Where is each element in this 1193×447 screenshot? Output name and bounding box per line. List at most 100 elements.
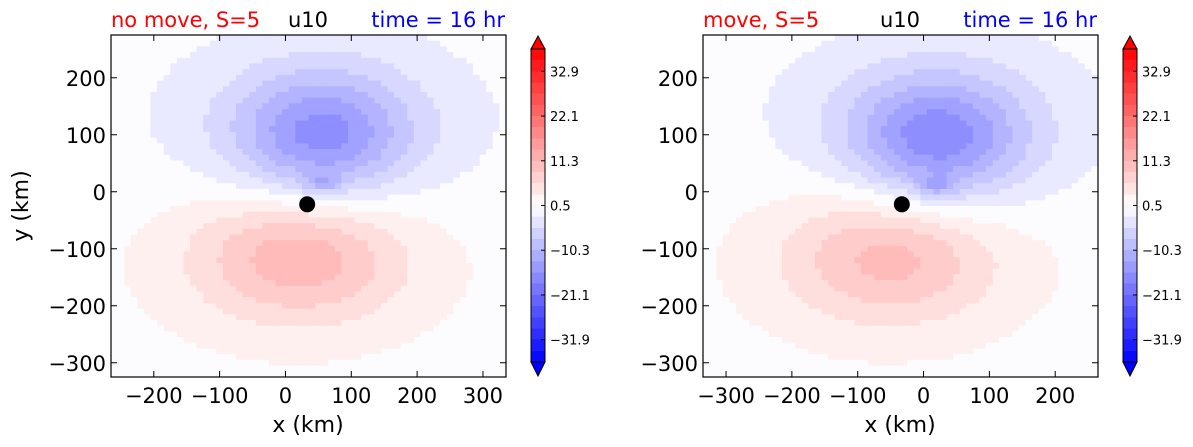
field-cell [933,149,941,156]
field-cell [170,365,178,372]
field-cell [288,337,296,344]
field-cell [203,160,211,167]
field-cell [157,166,165,173]
field-cell [236,217,244,224]
field-cell [427,149,435,156]
panel-title-right: time = 16 hr [371,8,505,32]
field-cell [1058,80,1066,87]
field-cell [499,126,506,133]
field-cell [150,40,158,47]
field-cell [249,291,257,298]
field-cell [255,114,264,122]
field-cell [334,268,343,275]
field-cell [847,103,856,110]
field-cell [486,86,494,93]
field-cell [170,63,178,70]
field-cell [143,297,152,304]
field-cell [814,57,823,65]
field-cell [361,137,369,144]
field-cell [183,206,191,213]
field-cell [453,52,461,59]
field-cell [749,63,757,70]
field-cell [729,154,737,161]
field-cell [157,63,165,70]
field-cell [907,109,915,116]
field-cell [400,234,408,241]
field-cell [143,40,152,47]
field-cell [380,166,389,173]
field-cell [308,234,316,241]
field-cell [1071,63,1079,70]
field-cell [196,331,204,338]
field-cell [170,342,178,350]
field-cell [157,211,165,218]
field-cell [196,200,204,207]
field-cell [269,234,277,241]
field-cell [111,92,119,99]
field-cell [229,308,237,315]
field-cell [170,52,178,59]
field-cell [150,188,158,196]
field-cell [1058,40,1066,47]
field-cell [117,211,125,218]
field-cell [361,188,369,196]
field-cell [275,63,283,70]
field-cell [992,69,1000,76]
field-cell [367,114,375,122]
field-cell [275,154,283,161]
field-cell [440,365,448,372]
field-cell [466,325,474,332]
field-cell [420,69,428,76]
field-cell [466,97,474,104]
field-cell [269,35,277,42]
field-cell [1019,126,1027,133]
field-cell [269,154,277,161]
field-cell [1025,120,1033,127]
field-cell [269,314,277,321]
field-cell [137,223,145,230]
field-cell [190,200,198,207]
field-cell [236,200,244,207]
field-cell [920,131,928,139]
field-cell [841,103,849,110]
field-cell [269,160,277,167]
field-cell [249,131,257,139]
field-cell [367,280,375,287]
field-cell [979,120,987,127]
field-cell [183,97,191,104]
field-cell [367,86,375,93]
field-cell [242,171,250,179]
field-cell [143,143,152,150]
field-cell [992,46,1000,53]
field-cell [459,69,468,76]
field-cell [315,149,323,156]
field-cell [453,263,461,270]
field-cell [499,354,506,361]
field-cell [1078,52,1086,59]
field-cell [190,183,198,190]
field-cell [216,268,224,275]
field-cell [216,171,224,179]
field-cell [479,69,487,76]
field-cell [176,52,185,59]
field-cell [209,114,217,122]
field-cell [203,74,211,82]
field-cell [295,325,303,332]
field-cell [216,223,224,230]
field-cell [315,211,323,218]
field-cell [492,63,501,70]
field-cell [1071,40,1079,47]
field-cell [427,371,435,377]
field-cell [972,103,981,110]
field-cell [380,365,389,372]
field-cell [920,52,928,59]
field-cell [387,206,395,213]
field-cell [979,52,987,59]
field-cell [387,183,395,190]
field-cell [367,154,375,161]
field-cell [196,274,204,281]
field-cell [972,92,981,99]
field-cell [229,80,237,87]
field-cell [354,109,362,116]
field-cell [749,86,757,93]
